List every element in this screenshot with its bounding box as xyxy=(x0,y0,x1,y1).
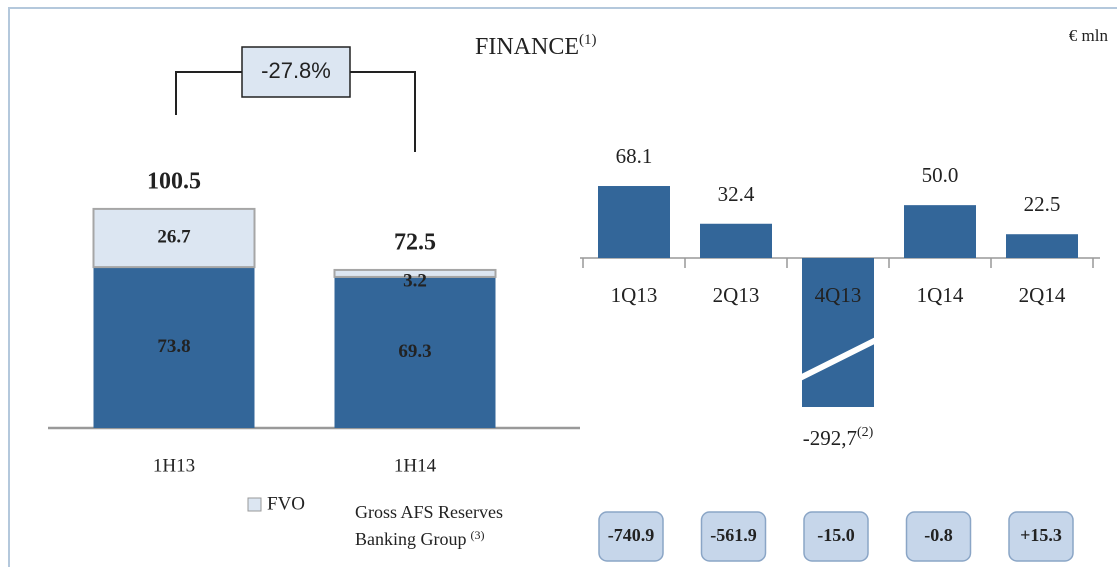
legend-swatch xyxy=(247,497,262,512)
segment-label: 69.3 xyxy=(398,341,431,362)
x-tick-label: 2Q14 xyxy=(1019,283,1066,307)
afs-value: -561.9 xyxy=(710,525,757,545)
x-tick-label: 2Q13 xyxy=(713,283,760,307)
unit: € mln xyxy=(1069,26,1109,45)
value-label: 22.5 xyxy=(1024,192,1061,216)
frame xyxy=(8,7,1117,567)
bar xyxy=(904,205,976,258)
change-label: -27.8% xyxy=(261,58,331,83)
value-label-note: (2) xyxy=(857,425,874,440)
bar-segment xyxy=(334,276,496,428)
afs-value: -740.9 xyxy=(608,525,655,545)
afs-value: -0.8 xyxy=(924,525,953,545)
x-tick-label: 4Q13 xyxy=(815,283,862,307)
afs-box xyxy=(598,511,664,562)
value-label-text: 32.4 xyxy=(718,182,755,206)
value-label-text: 68.1 xyxy=(616,144,653,168)
x-tick-label: 1Q13 xyxy=(611,283,658,307)
value-label-text: 22.5 xyxy=(1024,192,1061,216)
bar xyxy=(598,186,670,258)
afs-value: -15.0 xyxy=(817,525,855,545)
value-label-text: -292,7 xyxy=(803,426,857,450)
value-label: -292,7(2) xyxy=(803,425,874,450)
total-label: 72.5 xyxy=(394,229,436,255)
value-label-text: 50.0 xyxy=(922,163,959,187)
title-note: (1) xyxy=(579,32,597,48)
title-text: FINANCE xyxy=(475,34,579,60)
bar-segment xyxy=(333,268,497,278)
bar-segment xyxy=(93,267,255,428)
x-tick-label: 1Q14 xyxy=(917,283,964,307)
bar xyxy=(700,223,772,258)
afs-label: Banking Group (3) xyxy=(355,528,485,549)
value-label: 32.4 xyxy=(718,182,755,206)
afs-box xyxy=(1008,511,1074,562)
x-tick-label: 1H13 xyxy=(153,455,195,476)
value-label: 50.0 xyxy=(922,163,959,187)
afs-note: (3) xyxy=(471,528,485,542)
segment-label: 73.8 xyxy=(157,336,190,357)
value-label: 68.1 xyxy=(616,144,653,168)
bar xyxy=(802,258,874,407)
afs-box xyxy=(700,511,767,562)
bar xyxy=(1006,234,1078,258)
afs-box xyxy=(803,511,869,562)
bar-segment xyxy=(92,207,256,269)
axis-break xyxy=(798,337,878,381)
x-tick-label: 1H14 xyxy=(394,455,437,476)
title: FINANCE(1) xyxy=(475,32,597,59)
afs-label: Gross AFS Reserves xyxy=(355,502,503,522)
afs-label-text: Banking Group xyxy=(355,529,467,549)
segment-label: 26.7 xyxy=(157,226,191,247)
segment-label: 3.2 xyxy=(403,270,427,291)
total-label: 100.5 xyxy=(147,168,201,194)
afs-value: +15.3 xyxy=(1020,525,1062,545)
change-box xyxy=(241,46,351,98)
legend-label: FVO xyxy=(267,493,305,514)
afs-box xyxy=(905,511,972,562)
